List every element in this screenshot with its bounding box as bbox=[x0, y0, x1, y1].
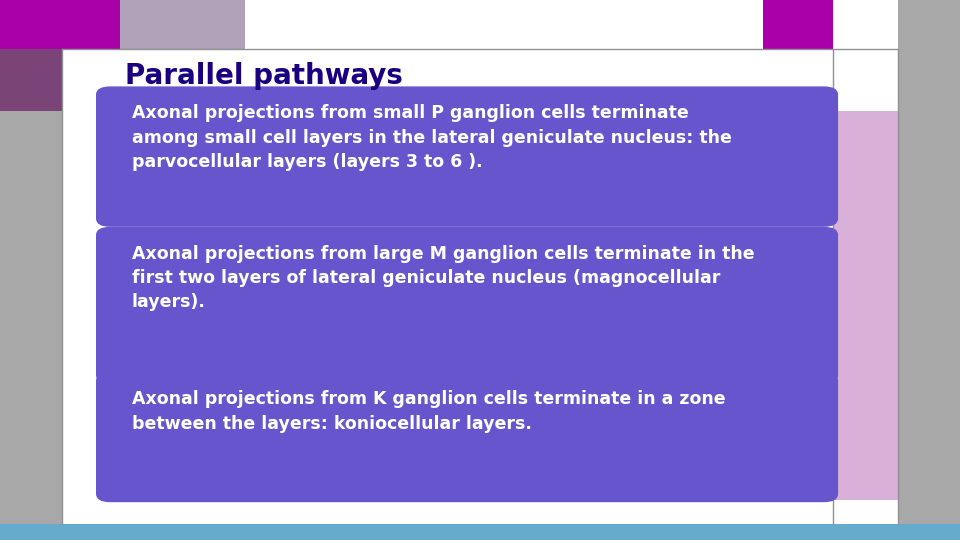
FancyBboxPatch shape bbox=[96, 373, 838, 502]
FancyBboxPatch shape bbox=[96, 227, 838, 383]
Text: Parallel pathways: Parallel pathways bbox=[125, 62, 402, 90]
Text: Axonal projections from small P ganglion cells terminate
among small cell layers: Axonal projections from small P ganglion… bbox=[132, 104, 732, 171]
Bar bbox=[62, 49, 833, 524]
Bar bbox=[120, 0, 245, 49]
Bar bbox=[0, 524, 960, 540]
Bar bbox=[62, 49, 187, 111]
Bar bbox=[0, 0, 120, 49]
Bar bbox=[898, 0, 960, 540]
Text: Axonal projections from large M ganglion cells terminate in the
first two layers: Axonal projections from large M ganglion… bbox=[132, 245, 755, 311]
Bar bbox=[0, 0, 62, 540]
Bar bbox=[833, 111, 898, 500]
FancyBboxPatch shape bbox=[96, 86, 838, 227]
Text: Axonal projections from K ganglion cells terminate in a zone
between the layers:: Axonal projections from K ganglion cells… bbox=[132, 390, 725, 433]
Bar bbox=[763, 0, 833, 49]
Bar bbox=[0, 49, 62, 111]
